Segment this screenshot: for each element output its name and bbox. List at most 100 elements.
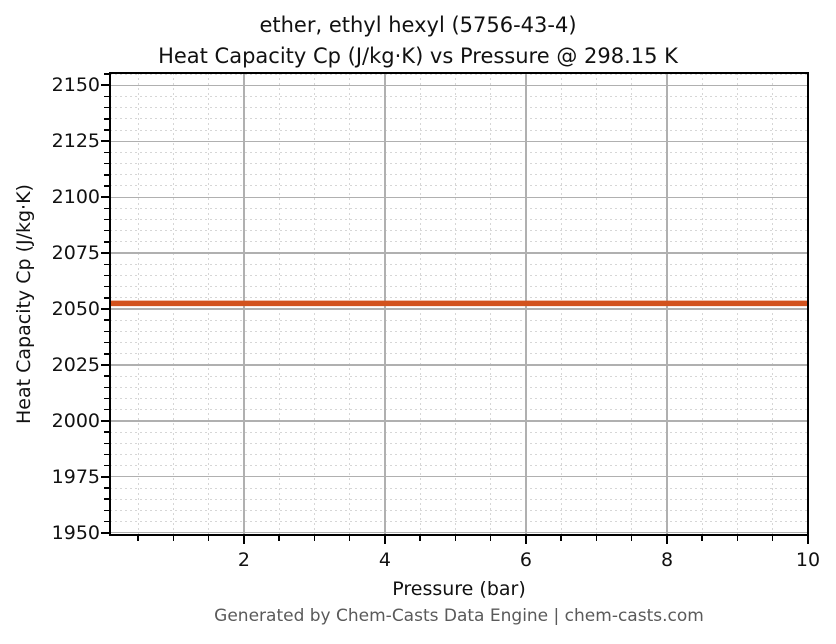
minor-gridline-y (110, 151, 808, 153)
y-minor-tick (104, 229, 109, 232)
minor-gridline-y (110, 107, 808, 109)
x-minor-tick (348, 536, 351, 541)
minor-gridline-y (110, 509, 808, 511)
minor-gridline-y (110, 498, 808, 500)
minor-gridline-y (110, 330, 808, 332)
x-minor-tick (172, 536, 175, 541)
x-major-tick (665, 536, 668, 544)
y-major-tick (101, 140, 109, 143)
y-minor-tick (104, 162, 109, 165)
series-plot (110, 300, 808, 307)
minor-gridline-y (110, 241, 808, 243)
y-minor-tick (104, 453, 109, 456)
minor-gridline-y (110, 174, 808, 176)
x-major-tick (524, 536, 527, 544)
y-minor-tick (104, 95, 109, 98)
x-minor-tick (595, 536, 598, 541)
y-minor-tick (104, 397, 109, 400)
minor-gridline-y (110, 353, 808, 355)
minor-gridline-y (110, 263, 808, 265)
minor-gridline-y (110, 487, 808, 489)
minor-gridline-y (110, 230, 808, 232)
major-gridline-y (110, 476, 808, 478)
y-minor-tick (104, 375, 109, 377)
y-minor-tick (104, 174, 109, 176)
minor-gridline-y (110, 118, 808, 120)
minor-gridline-y (110, 129, 808, 131)
y-major-tick (101, 419, 109, 422)
major-gridline-y (110, 196, 808, 198)
y-minor-tick (104, 151, 109, 154)
minor-gridline-y (110, 95, 808, 97)
y-major-tick (101, 196, 109, 199)
y-minor-tick (104, 297, 109, 299)
minor-gridline-y (110, 398, 808, 400)
minor-gridline-y (110, 163, 808, 165)
y-tick-label: 2150 (51, 74, 100, 97)
minor-gridline-y (110, 465, 808, 467)
minor-gridline-y (110, 375, 808, 377)
x-minor-tick (419, 536, 421, 541)
major-gridline-y (110, 532, 808, 534)
y-tick-label: 2125 (51, 130, 100, 153)
major-gridline-y (110, 84, 808, 86)
major-gridline-y (110, 252, 808, 254)
minor-gridline-y (110, 207, 808, 209)
x-minor-tick (137, 536, 139, 541)
y-minor-tick (104, 118, 109, 120)
x-major-tick (383, 536, 386, 544)
y-minor-tick (104, 274, 109, 277)
major-gridline-y (110, 140, 808, 142)
y-minor-tick (104, 207, 109, 210)
y-minor-tick (104, 73, 109, 75)
y-major-tick (101, 363, 109, 366)
major-gridline-y (110, 308, 808, 310)
x-tick-label: 4 (378, 549, 392, 571)
x-minor-tick (630, 536, 633, 541)
y-minor-tick (104, 520, 109, 523)
y-minor-tick (104, 431, 109, 433)
x-tick-label: 6 (519, 549, 533, 571)
y-major-tick (101, 475, 109, 478)
x-minor-tick (454, 536, 457, 541)
x-minor-tick (771, 536, 774, 541)
chart-title: ether, ethyl hexyl (5756-43-4) Heat Capa… (158, 13, 678, 68)
x-minor-tick (560, 536, 562, 541)
y-minor-tick (104, 285, 109, 288)
y-minor-tick (104, 442, 109, 445)
minor-gridline-y (110, 286, 808, 288)
x-tick-label: 2 (237, 549, 250, 571)
minor-gridline-y (110, 431, 808, 433)
major-gridline-y (110, 420, 808, 422)
y-minor-tick (104, 386, 109, 389)
x-major-tick (807, 536, 809, 544)
y-minor-tick (104, 408, 109, 411)
minor-gridline-y (110, 185, 808, 187)
y-tick-label: 2000 (51, 409, 100, 432)
minor-gridline-y (110, 521, 808, 523)
y-minor-tick (104, 330, 109, 333)
minor-gridline-y (110, 442, 808, 444)
minor-gridline-y (110, 319, 808, 321)
y-tick-label: 2025 (51, 353, 100, 376)
footer-credit: Generated by Chem-Casts Data Engine | ch… (214, 606, 704, 626)
x-minor-tick (313, 536, 316, 541)
y-minor-tick (104, 218, 109, 221)
y-minor-tick (104, 129, 109, 131)
y-tick-label: 1950 (51, 521, 100, 544)
x-minor-tick (489, 536, 492, 541)
y-minor-tick (104, 263, 109, 266)
y-tick-label: 2100 (51, 186, 100, 209)
y-major-tick (101, 531, 109, 534)
minor-gridline-y (110, 297, 808, 299)
x-minor-tick (736, 536, 739, 541)
y-minor-tick (104, 241, 109, 243)
x-minor-tick (701, 536, 703, 541)
y-minor-tick (104, 353, 109, 355)
x-minor-tick (207, 536, 210, 541)
y-minor-tick (104, 498, 109, 500)
minor-gridline-y (110, 73, 808, 75)
y-major-tick (101, 84, 109, 87)
y-minor-tick (104, 185, 109, 187)
